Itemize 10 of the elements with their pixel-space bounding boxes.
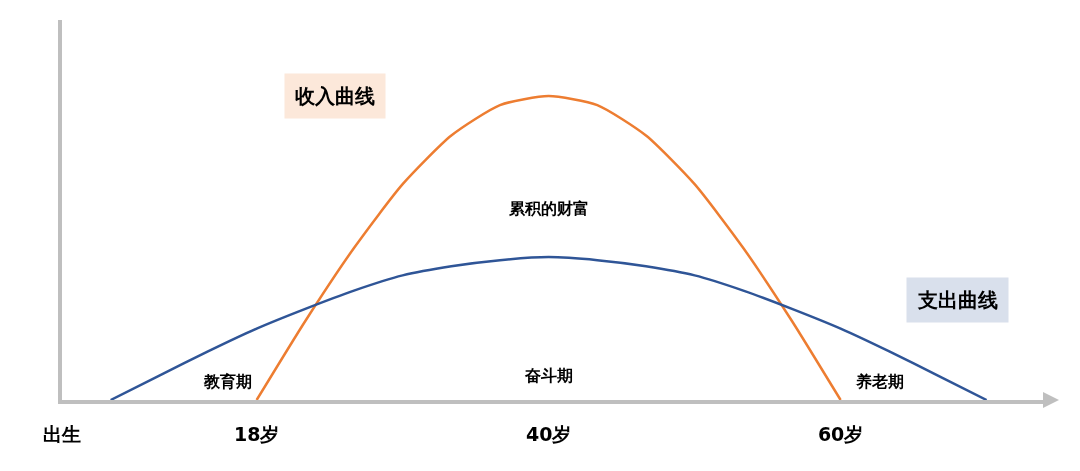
annotation: 养老期 — [855, 372, 904, 391]
annotation: 奋斗期 — [524, 366, 573, 385]
annotation: 教育期 — [203, 372, 252, 391]
x-tick-label: 60岁 — [817, 422, 864, 445]
text: 收入曲线 — [295, 84, 375, 108]
text: 支出曲线 — [917, 288, 998, 312]
x-tick-label: 40岁 — [525, 422, 572, 445]
x-tick-label: 18岁 — [233, 422, 280, 445]
annotation: 累积的财富 — [508, 199, 589, 218]
x-tick-label: 出生 — [43, 422, 81, 445]
